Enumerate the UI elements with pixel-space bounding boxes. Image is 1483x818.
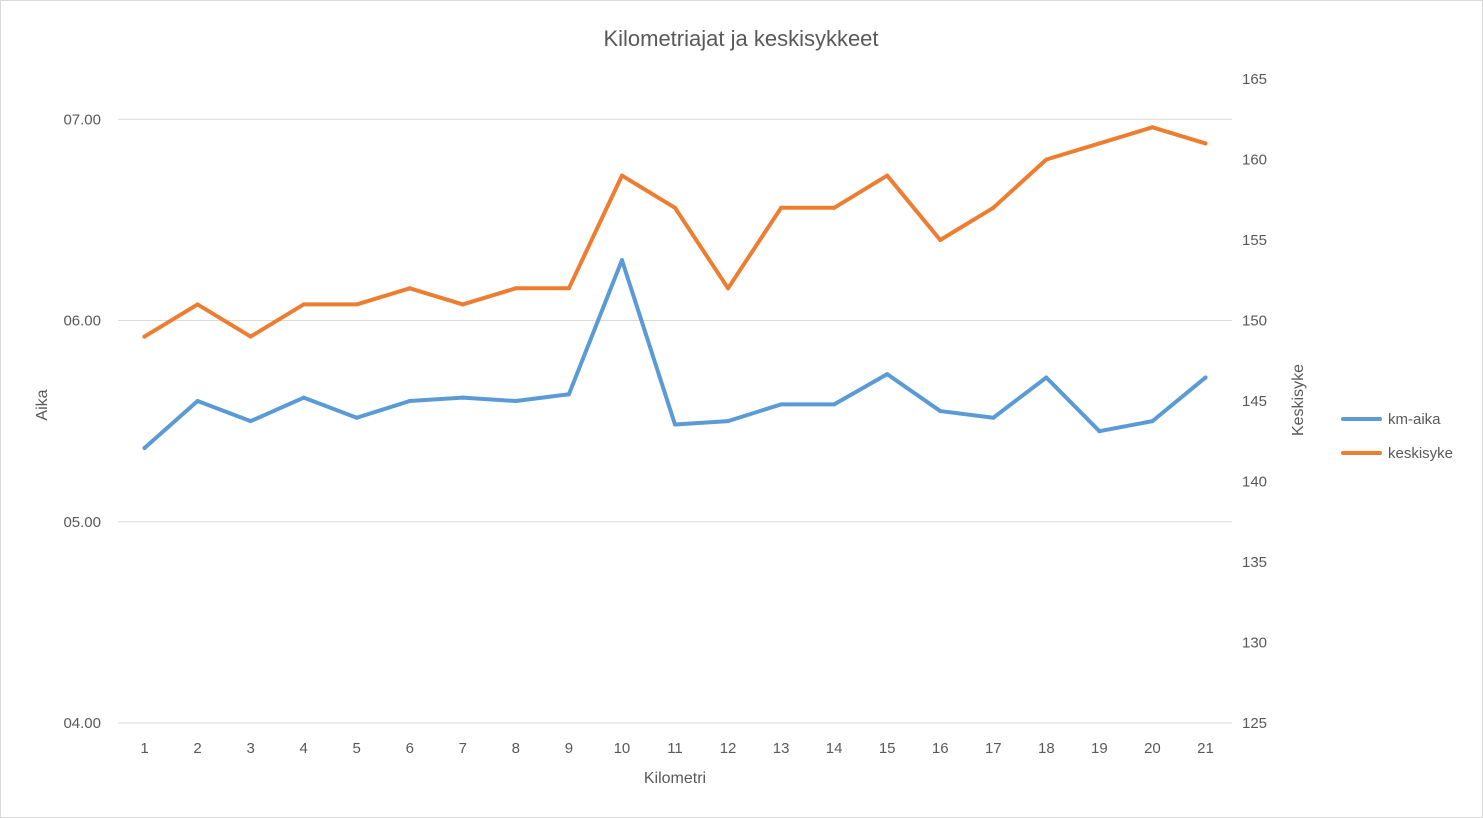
data-point-km-aika (301, 395, 306, 400)
data-point-km-aika (673, 422, 677, 427)
series-km-aika (142, 258, 1208, 450)
x-tick-label: 9 (565, 740, 573, 757)
x-tick-label: 20 (1144, 740, 1161, 757)
y2-tick-label: 130 (1242, 635, 1267, 652)
y2-tick-label: 135 (1242, 554, 1267, 571)
data-point-km-aika (248, 419, 253, 424)
x-tick-label: 6 (406, 740, 414, 757)
y2-tick-label: 160 (1242, 152, 1267, 169)
data-point-km-aika (938, 409, 943, 414)
chart-title: Kilometriajat ja keskisykkeet (603, 26, 878, 51)
data-point-km-aika (1097, 429, 1102, 434)
data-point-keskisyke (991, 205, 996, 210)
x-tick-label: 1 (140, 740, 148, 757)
x-tick-label: 7 (459, 740, 467, 757)
data-point-keskisyke (832, 205, 837, 210)
data-point-keskisyke (673, 205, 677, 210)
data-point-km-aika (142, 445, 147, 450)
y2-tick-label: 165 (1242, 71, 1267, 88)
x-tick-label: 21 (1197, 740, 1214, 757)
left-axis-ticks: 04.00 05.00 06.00 07.00 (63, 111, 101, 732)
data-point-km-aika (1150, 419, 1155, 424)
data-point-keskisyke (885, 173, 890, 178)
data-point-keskisyke (619, 173, 624, 178)
legend: km-aika keskisyke (1341, 411, 1453, 462)
x-tick-label: 14 (826, 740, 843, 757)
x-tick-label: 12 (720, 740, 737, 757)
data-point-km-aika (354, 415, 359, 420)
x-tick-label: 8 (512, 740, 520, 757)
data-point-keskisyke (142, 334, 147, 339)
legend-item-km-aika: km-aika (1341, 411, 1441, 428)
x-tick-label: 16 (932, 740, 949, 757)
data-point-keskisyke (1150, 125, 1155, 130)
data-point-km-aika (513, 399, 518, 403)
data-point-keskisyke (1097, 141, 1102, 146)
gridlines (118, 118, 1232, 724)
legend-label-keskisyke: keskisyke (1388, 445, 1453, 462)
data-point-keskisyke (513, 286, 518, 291)
x-tick-label: 19 (1091, 740, 1108, 757)
x-tick-label: 18 (1038, 740, 1055, 757)
y2-tick-label: 155 (1242, 232, 1267, 249)
data-point-keskisyke (354, 302, 359, 307)
data-point-km-aika (1203, 375, 1208, 380)
data-point-km-aika (407, 399, 412, 403)
y-tick-label: 04.00 (63, 715, 101, 732)
series-lines (142, 125, 1208, 450)
x-tick-label: 4 (299, 740, 307, 757)
data-point-keskisyke (779, 205, 784, 210)
y-tick-label: 07.00 (63, 111, 101, 128)
x-tick-label: 17 (985, 740, 1002, 757)
data-point-km-aika (832, 402, 837, 407)
data-point-km-aika (460, 395, 465, 400)
x-tick-label: 2 (193, 740, 201, 757)
x-axis-ticks: 1 2 3 4 5 6 7 8 9 10 11 12 13 14 15 16 17 18 19 20 21 (140, 740, 1213, 757)
y2-tick-label: 150 (1242, 313, 1267, 330)
y2-axis-title: Keskisyke (1290, 364, 1307, 436)
data-point-keskisyke (301, 302, 306, 307)
data-point-km-aika (726, 419, 731, 424)
legend-item-keskisyke: keskisyke (1341, 445, 1453, 462)
y2-tick-label: 145 (1242, 393, 1267, 410)
y-tick-label: 06.00 (63, 313, 101, 330)
data-point-km-aika (566, 392, 571, 397)
x-axis-title: Kilometri (644, 770, 706, 787)
data-point-keskisyke (195, 302, 200, 307)
x-tick-label: 15 (879, 740, 896, 757)
y-tick-label: 05.00 (63, 514, 101, 531)
data-point-keskisyke (248, 334, 253, 339)
x-tick-label: 11 (667, 740, 683, 757)
data-point-km-aika (991, 415, 996, 420)
data-point-km-aika (1044, 375, 1049, 380)
y2-tick-label: 125 (1242, 715, 1267, 732)
data-point-keskisyke (407, 286, 412, 291)
y-axis-title: Aika (34, 389, 51, 420)
data-point-keskisyke (566, 286, 571, 291)
x-tick-label: 13 (773, 740, 790, 757)
data-point-km-aika (195, 399, 200, 403)
data-point-keskisyke (1044, 157, 1049, 162)
x-tick-label: 3 (246, 740, 254, 757)
x-tick-label: 10 (614, 740, 631, 757)
x-tick-label: 5 (353, 740, 361, 757)
data-point-keskisyke (938, 238, 943, 242)
right-axis-ticks: 125 130 135 140 145 150 155 160 165 (1242, 71, 1267, 732)
data-point-km-aika (779, 402, 784, 407)
data-point-keskisyke (460, 302, 465, 307)
data-point-km-aika (885, 372, 890, 377)
legend-label-km-aika: km-aika (1388, 411, 1441, 428)
data-point-keskisyke (1203, 141, 1208, 146)
data-point-keskisyke (726, 286, 731, 291)
series-keskisyke (142, 125, 1208, 339)
data-point-km-aika (619, 258, 624, 263)
y2-tick-label: 140 (1242, 474, 1267, 491)
